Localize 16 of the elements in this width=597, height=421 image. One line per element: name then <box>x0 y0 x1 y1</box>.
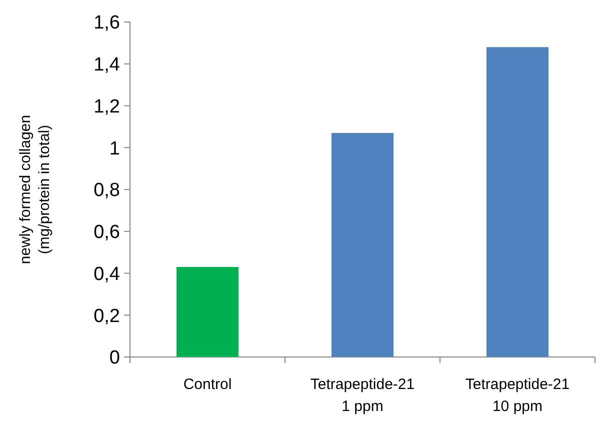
y-tick-label: 0,8 <box>94 180 120 202</box>
y-tick-label: 0,6 <box>94 222 120 244</box>
x-tick-label: Tetrapeptide-21 1 ppm <box>310 376 415 415</box>
y-tick-label: 0,2 <box>94 306 120 327</box>
y-axis-title: newly formed collagen (mg/protein in total) <box>17 114 53 264</box>
y-tick-label: 1,4 <box>94 54 120 76</box>
x-tick-label: Control <box>183 376 232 393</box>
x-tick-label: Tetrapeptide-21 10 ppm <box>465 376 570 415</box>
bar <box>176 266 238 357</box>
y-tick-label: 0,4 <box>94 264 120 285</box>
y-tick-label: 0 <box>109 348 120 369</box>
y-tick-label: 1,2 <box>94 96 120 118</box>
bar <box>332 132 394 357</box>
y-tick-label: 1,6 <box>94 12 120 34</box>
bar <box>486 47 548 357</box>
y-tick-label: 1 <box>109 138 120 160</box>
